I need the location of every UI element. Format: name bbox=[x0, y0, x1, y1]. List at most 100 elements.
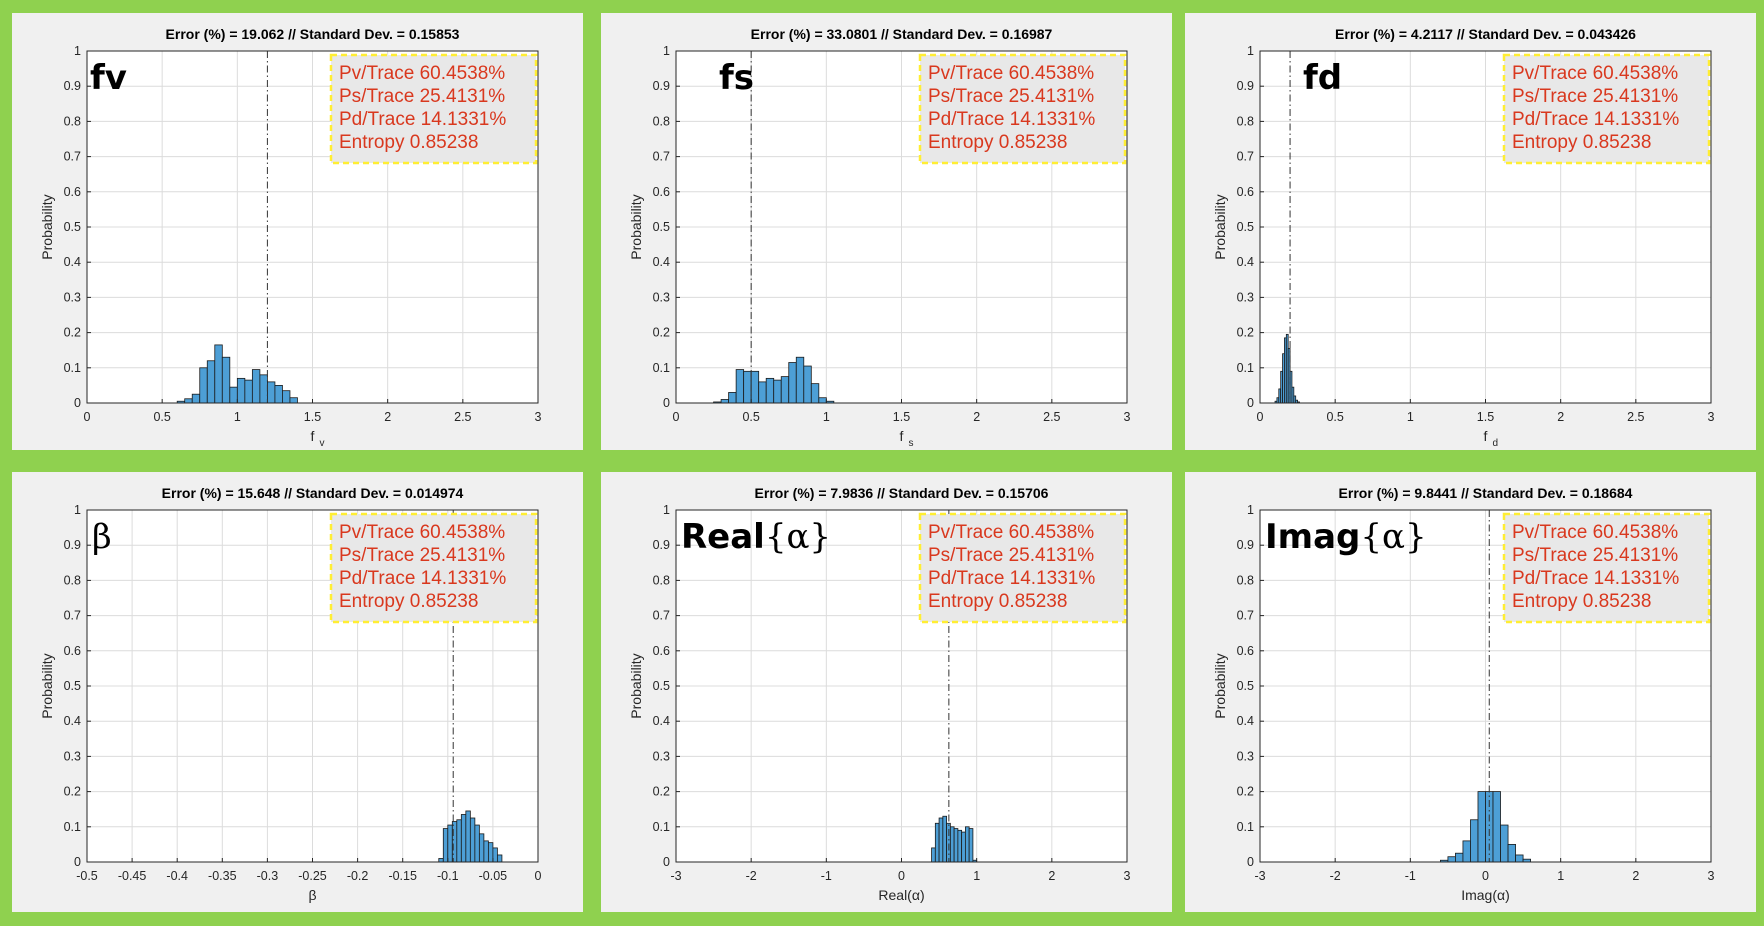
legend-box bbox=[329, 512, 538, 624]
histogram-bar bbox=[765, 377, 775, 404]
x-tick-label: -0.5 bbox=[76, 869, 98, 883]
y-tick-label: 0.2 bbox=[64, 326, 81, 340]
histogram-bar bbox=[229, 386, 238, 404]
histogram-bar bbox=[1455, 852, 1464, 863]
histogram-bar bbox=[1477, 791, 1486, 863]
x-tick-label: 2.5 bbox=[1043, 410, 1060, 424]
histogram-bar bbox=[728, 392, 737, 404]
chart-panel-1: 0 0.1 0.2 0.3 0.4 0.5 0.6 0.7 0.8 0.9 1 0 0.5 1 1.5 2 2.… bbox=[12, 13, 583, 450]
panel-label: Real{α} bbox=[681, 517, 831, 557]
histogram-bar bbox=[483, 840, 489, 863]
x-tick-label: 2 bbox=[1632, 869, 1639, 883]
x-tick-label: 1 bbox=[973, 869, 980, 883]
chart-panel-6: 0 0.1 0.2 0.3 0.4 0.5 0.6 0.7 0.8 0.9 1 -3 -2 -1 0 1 2 3 E… bbox=[1185, 472, 1756, 912]
y-tick-label: 0.4 bbox=[653, 714, 670, 728]
legend-box bbox=[918, 53, 1127, 165]
y-tick-label: 1 bbox=[1247, 44, 1254, 58]
x-tick-label: -3 bbox=[670, 869, 681, 883]
histogram-bar bbox=[447, 824, 453, 863]
y-tick-label: 0 bbox=[1247, 855, 1254, 869]
legend-entry: Pd/Trace 14.1331% bbox=[928, 568, 1095, 589]
y-tick-label: 0.2 bbox=[64, 785, 81, 799]
x-tick-label: 3 bbox=[1124, 410, 1131, 424]
x-tick-label: 1 bbox=[1557, 869, 1564, 883]
chart-panel-5: 0 0.1 0.2 0.3 0.4 0.5 0.6 0.7 0.8 0.9 1 -3 -2 -1 0 1 2 3 E… bbox=[601, 472, 1172, 912]
legend-entry: Pd/Trace 14.1331% bbox=[339, 568, 506, 589]
histogram-bar bbox=[795, 356, 805, 404]
y-tick-label: 0.1 bbox=[1237, 361, 1254, 375]
histogram-bar bbox=[803, 365, 812, 404]
legend-entry: Pv/Trace 60.4538% bbox=[339, 522, 505, 543]
y-tick-label: 0.1 bbox=[1237, 820, 1254, 834]
y-tick-label: 0.4 bbox=[653, 255, 670, 269]
legend-entry: Entropy 0.85238 bbox=[928, 132, 1067, 153]
x-tick-label: 2 bbox=[973, 410, 980, 424]
y-axis-label: Probability bbox=[39, 194, 55, 259]
legend-entry: Pd/Trace 14.1331% bbox=[928, 109, 1095, 130]
x-axis-label: β bbox=[308, 887, 316, 903]
y-axis-label: Probability bbox=[628, 194, 644, 259]
x-tick-label: 1.5 bbox=[1477, 410, 1494, 424]
histogram-svg: 0 0.1 0.2 0.3 0.4 0.5 0.6 0.7 0.8 0.9 1 0 0.5 1 1.5 2 2.… bbox=[628, 26, 1131, 449]
y-tick-label: 0.7 bbox=[64, 150, 81, 164]
x-tick-label: -0.1 bbox=[437, 869, 459, 883]
x-tick-label: 2.5 bbox=[1627, 410, 1644, 424]
histogram-bar bbox=[451, 821, 458, 863]
histogram-bar bbox=[460, 814, 467, 863]
histogram-bar bbox=[788, 362, 797, 404]
histogram-bar bbox=[274, 384, 283, 404]
histogram-bar bbox=[1515, 854, 1524, 863]
y-tick-label: 0.3 bbox=[653, 290, 670, 304]
legend-entry: Pv/Trace 60.4538% bbox=[1512, 522, 1678, 543]
histogram-bar bbox=[750, 370, 760, 404]
y-tick-label: 0.6 bbox=[64, 185, 81, 199]
panel-label: fv bbox=[90, 58, 127, 98]
y-tick-label: 0.2 bbox=[1237, 785, 1254, 799]
histogram-bar bbox=[199, 367, 208, 404]
x-tick-label: 1.5 bbox=[893, 410, 910, 424]
y-tick-label: 0.1 bbox=[64, 820, 81, 834]
histogram-bar bbox=[964, 826, 970, 863]
y-tick-label: 0.8 bbox=[1237, 114, 1254, 128]
y-axis-label: Probability bbox=[628, 653, 644, 718]
legend-entry: Ps/Trace 25.4131% bbox=[339, 545, 505, 566]
histogram-bar bbox=[492, 847, 498, 863]
legend-entry: Entropy 0.85238 bbox=[339, 132, 478, 153]
y-tick-label: 0.9 bbox=[1237, 79, 1254, 93]
y-tick-label: 0.8 bbox=[1237, 573, 1254, 587]
x-tick-label: 0 bbox=[1482, 869, 1489, 883]
x-tick-label: 3 bbox=[1708, 869, 1715, 883]
y-tick-label: 1 bbox=[663, 503, 670, 517]
y-tick-label: 1 bbox=[1247, 503, 1254, 517]
x-tick-label: -2 bbox=[746, 869, 757, 883]
histogram-bar bbox=[469, 817, 476, 863]
x-tick-label: 0 bbox=[1257, 410, 1264, 424]
x-tick-label: 2 bbox=[1557, 410, 1564, 424]
legend-entry: Pv/Trace 60.4538% bbox=[339, 63, 505, 84]
x-tick-label: -0.4 bbox=[166, 869, 188, 883]
y-tick-label: 0.7 bbox=[64, 609, 81, 623]
histogram-bar bbox=[961, 831, 966, 863]
x-tick-label: 1.5 bbox=[304, 410, 321, 424]
chart-panel-3: 0 0.1 0.2 0.3 0.4 0.5 0.6 0.7 0.8 0.9 1 0 0.5 1 1.5 2 2.… bbox=[1185, 13, 1756, 450]
legend-entry: Pd/Trace 14.1331% bbox=[1512, 109, 1679, 130]
legend-entry: Entropy 0.85238 bbox=[928, 591, 1067, 612]
y-tick-label: 1 bbox=[74, 503, 81, 517]
x-tick-label: 2.5 bbox=[454, 410, 471, 424]
histogram-bar bbox=[442, 828, 449, 863]
chart-title: Error (%) = 15.648 // Standard Dev. = 0.… bbox=[162, 485, 464, 501]
legend-entry: Ps/Trace 25.4131% bbox=[1512, 86, 1678, 107]
x-tick-label: 2 bbox=[1048, 869, 1055, 883]
y-tick-label: 0.5 bbox=[653, 679, 670, 693]
y-tick-label: 0.6 bbox=[1237, 644, 1254, 658]
legend-box bbox=[918, 512, 1127, 624]
y-axis-label: Probability bbox=[1212, 194, 1228, 259]
y-tick-label: 0 bbox=[663, 396, 670, 410]
histogram-bar bbox=[244, 379, 253, 404]
y-tick-label: 0 bbox=[74, 396, 81, 410]
histogram-bar bbox=[438, 858, 444, 863]
y-tick-label: 0.9 bbox=[64, 538, 81, 552]
x-tick-label: 2 bbox=[384, 410, 391, 424]
legend-entry: Ps/Trace 25.4131% bbox=[339, 86, 505, 107]
chart-panel-4: 0 0.1 0.2 0.3 0.4 0.5 0.6 0.7 0.8 0.9 1 -0.5 -0.45 -0… bbox=[12, 472, 583, 912]
